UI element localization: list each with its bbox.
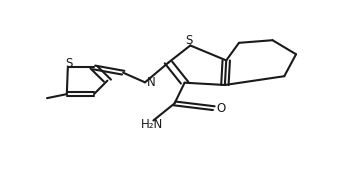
Text: S: S <box>65 56 72 70</box>
Text: O: O <box>217 102 226 115</box>
Text: S: S <box>185 34 192 47</box>
Text: N: N <box>147 76 155 89</box>
Text: H₂N: H₂N <box>141 118 163 131</box>
